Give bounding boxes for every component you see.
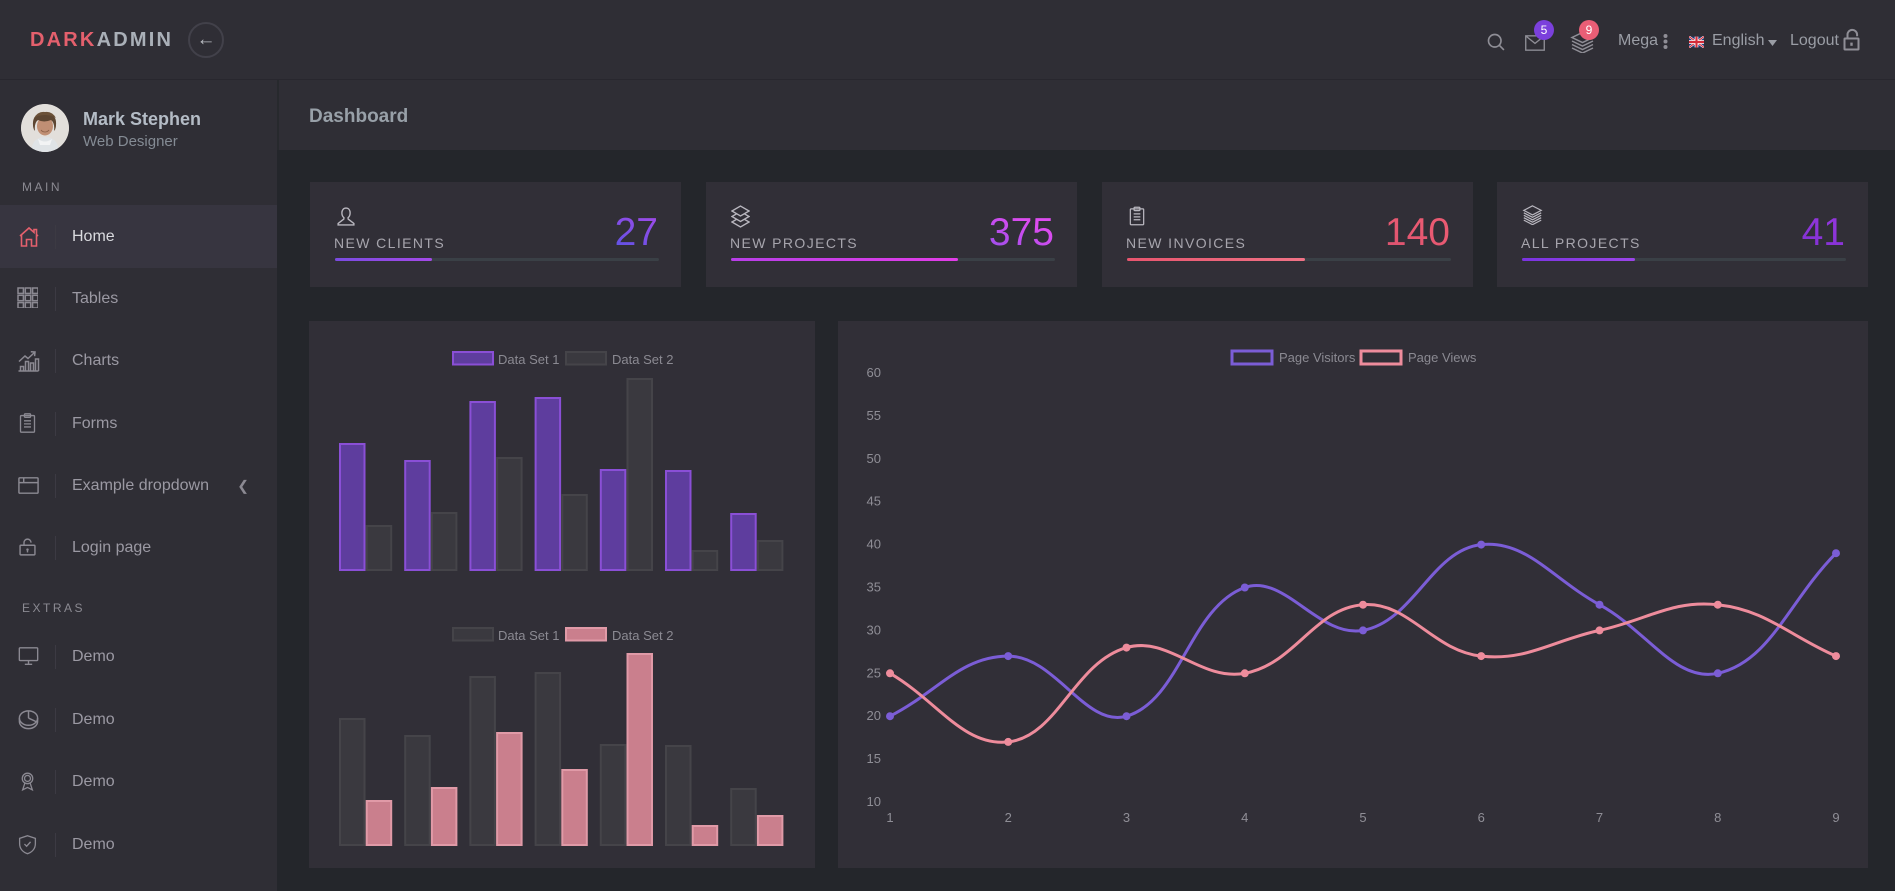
svg-text:Data Set 1: Data Set 1	[498, 352, 559, 367]
svg-text:Data Set 2: Data Set 2	[612, 352, 673, 367]
svg-text:15: 15	[867, 751, 881, 766]
svg-text:9: 9	[1832, 810, 1839, 825]
svg-text:Data Set 1: Data Set 1	[498, 628, 559, 643]
svg-text:2: 2	[1005, 810, 1012, 825]
svg-text:Data Set 2: Data Set 2	[612, 628, 673, 643]
svg-text:20: 20	[867, 708, 881, 723]
svg-text:25: 25	[867, 665, 881, 680]
svg-text:6: 6	[1478, 810, 1485, 825]
svg-text:8: 8	[1714, 810, 1721, 825]
svg-text:4: 4	[1241, 810, 1248, 825]
svg-text:7: 7	[1596, 810, 1603, 825]
svg-text:55: 55	[867, 408, 881, 423]
svg-text:3: 3	[1123, 810, 1130, 825]
svg-text:Page Views: Page Views	[1408, 350, 1477, 365]
svg-text:50: 50	[867, 451, 881, 466]
svg-text:40: 40	[867, 537, 881, 552]
svg-text:10: 10	[867, 794, 881, 809]
svg-text:1: 1	[886, 810, 893, 825]
svg-text:30: 30	[867, 622, 881, 637]
svg-text:5: 5	[1359, 810, 1366, 825]
svg-text:Page Visitors: Page Visitors	[1279, 350, 1356, 365]
svg-text:45: 45	[867, 494, 881, 509]
svg-text:35: 35	[867, 580, 881, 595]
svg-text:60: 60	[867, 365, 881, 380]
